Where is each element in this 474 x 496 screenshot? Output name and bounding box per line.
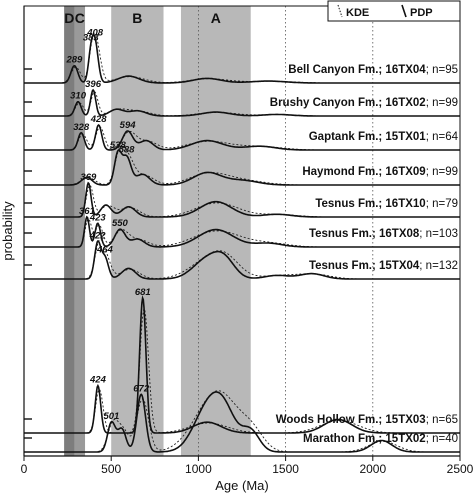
peak-label-550: 550 xyxy=(112,218,129,229)
sample-n: ; n=99 xyxy=(426,166,458,178)
peak-label-328: 328 xyxy=(73,122,90,133)
formation-name: Woods Hollow Fm.; 15TX03 xyxy=(276,414,426,426)
zone-b xyxy=(111,6,164,456)
plot-frame xyxy=(23,5,461,457)
peak-label-594: 594 xyxy=(120,120,137,131)
axes: 0 500 1000 1500 2000 2500 Age (Ma) probability xyxy=(0,5,474,493)
zone-label-a: A xyxy=(211,10,221,26)
sample-n: ; n=132 xyxy=(419,260,458,272)
zone-c xyxy=(74,6,86,456)
kde-curve-16tx10 xyxy=(23,184,460,218)
formation-name: Brushy Canyon Fm.; 16TX02 xyxy=(270,97,426,109)
legend-box xyxy=(327,0,461,22)
formation-name: Bell Canyon Fm.; 16TX04 xyxy=(288,64,426,76)
sample-n: ; n=79 xyxy=(426,198,458,210)
peak-label-422: 422 xyxy=(89,230,107,241)
y-axis-title: probability xyxy=(0,201,15,261)
pdp-curve-15tx04 xyxy=(24,239,460,280)
pdp-curve-15tx01 xyxy=(24,123,460,151)
legend-swatch-pdp xyxy=(401,4,407,18)
zone-label-b: B xyxy=(132,10,142,26)
sample-n: ; n=65 xyxy=(426,414,458,426)
sample-label-15tx04: Tesnus Fm.; 15TX04; n=132 xyxy=(309,260,458,272)
zone-d xyxy=(64,6,75,456)
sample-label-15tx02: Marathon Fm.; 15TX02; n=40 xyxy=(303,433,458,445)
peak-label-423: 423 xyxy=(89,212,107,223)
x-tick-label-2000: 2000 xyxy=(359,462,386,476)
sample-n: ; n=103 xyxy=(419,228,458,240)
peak-label-681: 681 xyxy=(135,287,151,298)
sample-n: ; n=99 xyxy=(426,97,458,109)
zone-label-d: D xyxy=(64,10,74,26)
formation-name: Tesnus Fm.; 16TX10 xyxy=(315,198,425,210)
formation-name: Gaptank Fm.; 15TX01 xyxy=(309,131,427,143)
peak-label-361: 361 xyxy=(79,206,95,217)
sample-n: ; n=64 xyxy=(426,131,459,143)
peak-label-538: 538 xyxy=(110,140,127,151)
pdp-curve-16tx02 xyxy=(24,88,460,117)
legend-label-kde: KDE xyxy=(346,7,369,19)
pdp-curve-16tx09 xyxy=(24,149,460,186)
sample-n: ; n=40 xyxy=(426,433,458,445)
peak-label-672: 672 xyxy=(133,383,150,394)
peak-label-464: 464 xyxy=(96,244,114,255)
peak-label-383: 383 xyxy=(83,32,100,43)
x-tick-label-1500: 1500 xyxy=(272,462,299,476)
legend: KDE PDP xyxy=(327,0,461,22)
legend-label-pdp: PDP xyxy=(410,7,433,19)
sample-label-16tx02: Brushy Canyon Fm.; 16TX02; n=99 xyxy=(270,97,458,109)
sample-label-15tx03: Woods Hollow Fm.; 15TX03; n=65 xyxy=(276,414,458,426)
peak-label-428: 428 xyxy=(90,114,108,125)
zone-a xyxy=(180,6,251,456)
sample-label-16tx08: Tesnus Fm.; 16TX08; n=103 xyxy=(309,228,458,240)
peak-label-588: 588 xyxy=(119,144,136,155)
peak-label-396: 396 xyxy=(85,79,102,90)
kde-curve-15tx03 xyxy=(23,307,460,434)
peak-label-289: 289 xyxy=(65,55,83,66)
pdp-curve-16tx10 xyxy=(24,181,460,218)
x-tick-label-0: 0 xyxy=(21,462,28,476)
kde-curve-16tx09 xyxy=(23,145,460,186)
peak-label-369: 369 xyxy=(80,172,97,183)
sample-label-16tx10: Tesnus Fm.; 16TX10; n=79 xyxy=(315,198,458,210)
sample-label-15tx01: Gaptank Fm.; 15TX01; n=64 xyxy=(309,131,459,143)
x-tick-label-500: 500 xyxy=(101,462,121,476)
formation-name: Tesnus Fm.; 16TX08 xyxy=(309,228,420,240)
sample-label-16tx04: Bell Canyon Fm.; 16TX04; n=95 xyxy=(288,64,458,76)
peak-label-501: 501 xyxy=(103,411,119,422)
sample-n: ; n=95 xyxy=(426,64,458,76)
pdp-curve-16tx08 xyxy=(24,215,460,248)
gridlines xyxy=(197,6,374,456)
formation-name: Haymond Fm.; 16TX09 xyxy=(302,166,425,178)
formation-name: Tesnus Fm.; 15TX04 xyxy=(309,260,420,272)
pdp-curve-16tx04 xyxy=(24,34,460,84)
zone-label-c: C xyxy=(75,10,85,26)
curves xyxy=(23,32,460,453)
pdp-curve-15tx03 xyxy=(24,294,460,434)
sample-label-16tx09: Haymond Fm.; 16TX09; n=99 xyxy=(302,166,458,178)
formation-name: Marathon Fm.; 15TX02 xyxy=(303,433,426,445)
legend-swatch-kde xyxy=(337,4,343,18)
peak-label-310: 310 xyxy=(70,91,87,102)
x-tick-label-1000: 1000 xyxy=(185,462,212,476)
pdp-curve-15tx02 xyxy=(24,391,460,453)
peak-label-424: 424 xyxy=(89,375,107,386)
kde-curve-15tx01 xyxy=(23,126,460,151)
x-tick-label-2500: 2500 xyxy=(447,462,474,476)
x-axis-title: Age (Ma) xyxy=(215,478,268,493)
peak-label-408: 408 xyxy=(86,27,104,38)
